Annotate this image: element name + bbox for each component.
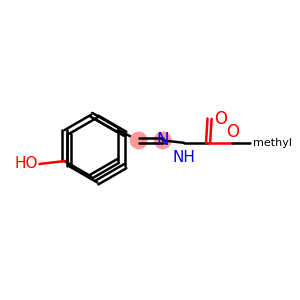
Circle shape [130,132,147,149]
Text: O: O [226,123,239,141]
Circle shape [154,132,171,149]
Text: NH: NH [172,150,195,165]
Text: methyl: methyl [253,138,292,148]
Text: HO: HO [14,157,38,172]
Text: O: O [214,110,227,128]
Text: N: N [157,131,169,149]
